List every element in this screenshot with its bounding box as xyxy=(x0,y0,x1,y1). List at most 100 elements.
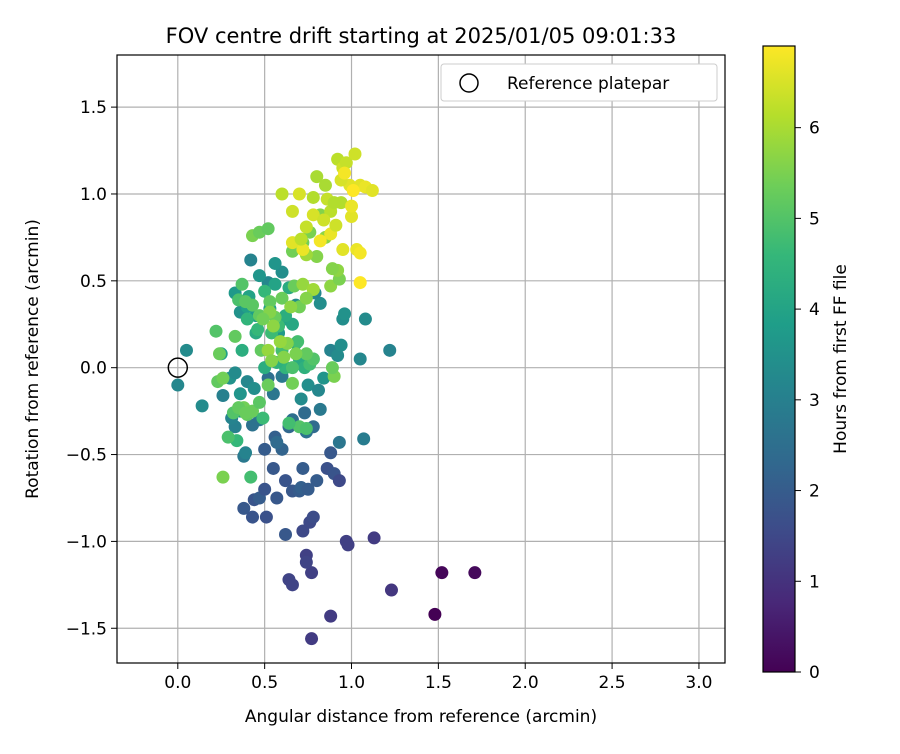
data-point xyxy=(228,329,242,343)
data-point xyxy=(212,347,226,361)
data-point xyxy=(357,432,371,446)
data-point xyxy=(268,277,282,291)
data-point xyxy=(305,632,319,646)
data-point xyxy=(306,190,320,204)
data-point xyxy=(247,382,261,396)
data-point xyxy=(353,246,367,260)
data-point xyxy=(353,276,367,290)
data-point xyxy=(258,482,272,496)
data-point xyxy=(334,338,348,352)
data-point xyxy=(285,317,299,331)
data-point xyxy=(263,295,277,309)
data-point xyxy=(348,147,362,161)
data-point xyxy=(251,322,265,336)
colorbar-label: Hours from first FF file xyxy=(831,264,851,454)
data-point xyxy=(275,265,289,279)
data-point xyxy=(256,411,270,425)
data-point xyxy=(468,566,482,580)
colorbar-tick-label: 4 xyxy=(809,300,820,320)
data-point xyxy=(324,446,338,460)
data-point xyxy=(298,406,312,420)
data-point xyxy=(341,538,355,552)
data-point xyxy=(252,395,266,409)
y-axis-ticks: −1.5 −1.0 −0.5 0.0 0.5 1.0 1.5 xyxy=(66,98,117,639)
data-point xyxy=(270,491,284,505)
data-point xyxy=(313,296,327,310)
data-point xyxy=(252,269,266,283)
legend-label: Reference platepar xyxy=(507,74,669,94)
data-point xyxy=(244,470,258,484)
data-point xyxy=(428,607,442,621)
data-point xyxy=(279,527,293,541)
colorbar-tick-label: 6 xyxy=(809,119,820,139)
y-tick-label: −1.0 xyxy=(66,532,107,552)
data-point xyxy=(209,324,223,338)
data-point xyxy=(346,183,360,197)
y-tick-label: −0.5 xyxy=(66,446,107,466)
data-point xyxy=(327,196,341,210)
data-point xyxy=(294,392,308,406)
data-point xyxy=(299,220,313,234)
data-point xyxy=(365,183,379,197)
data-point xyxy=(296,243,310,257)
colorbar-tick-label: 0 xyxy=(809,663,820,683)
data-point xyxy=(296,461,310,475)
data-point xyxy=(318,178,332,192)
data-point xyxy=(336,243,350,257)
data-point xyxy=(275,291,289,305)
data-point xyxy=(299,347,313,361)
data-point xyxy=(299,421,313,435)
data-point xyxy=(261,222,275,236)
data-point xyxy=(273,335,287,349)
x-tick-label: 2.0 xyxy=(512,673,539,693)
data-point xyxy=(285,204,299,218)
data-point xyxy=(384,583,398,597)
data-point xyxy=(310,474,324,488)
data-point xyxy=(331,349,345,363)
data-point xyxy=(277,350,291,364)
legend: Reference platepar xyxy=(440,63,718,102)
colorbar: 0 1 2 3 4 5 6 Hours from first FF file xyxy=(762,45,851,683)
plot-frame xyxy=(116,54,726,664)
data-point xyxy=(313,234,327,248)
data-point xyxy=(285,376,299,390)
data-point xyxy=(317,213,331,227)
colorbar-gradient xyxy=(762,45,796,673)
data-point xyxy=(244,253,258,267)
data-point xyxy=(306,283,320,297)
data-point xyxy=(216,371,230,385)
x-tick-label: 0.0 xyxy=(164,673,191,693)
y-axis-label: Rotation from reference (arcmin) xyxy=(23,219,43,499)
data-point xyxy=(383,343,397,357)
data-point xyxy=(245,418,259,432)
legend-box xyxy=(440,63,718,102)
data-point xyxy=(235,343,249,357)
data-point xyxy=(367,531,381,545)
y-tick-label: 0.5 xyxy=(80,272,107,292)
data-point xyxy=(305,566,319,580)
data-point xyxy=(259,510,273,524)
data-point xyxy=(435,566,449,580)
y-tick-label: 1.0 xyxy=(80,185,107,205)
data-point xyxy=(261,343,275,357)
data-point xyxy=(301,482,315,496)
data-point xyxy=(358,312,372,326)
data-point xyxy=(239,406,253,420)
x-axis-ticks: 0.0 0.5 1.0 1.5 2.0 2.5 3.0 xyxy=(164,663,712,693)
data-point xyxy=(296,524,310,538)
x-tick-label: 1.0 xyxy=(338,673,365,693)
data-point xyxy=(282,416,296,430)
data-point xyxy=(306,208,320,222)
data-point xyxy=(312,383,326,397)
data-point xyxy=(284,300,298,314)
data-point xyxy=(270,435,284,449)
data-point xyxy=(291,335,305,349)
data-point xyxy=(313,402,327,416)
data-point xyxy=(310,250,324,264)
data-point xyxy=(221,430,235,444)
data-point xyxy=(266,461,280,475)
data-point xyxy=(216,388,230,402)
data-point xyxy=(325,262,339,276)
